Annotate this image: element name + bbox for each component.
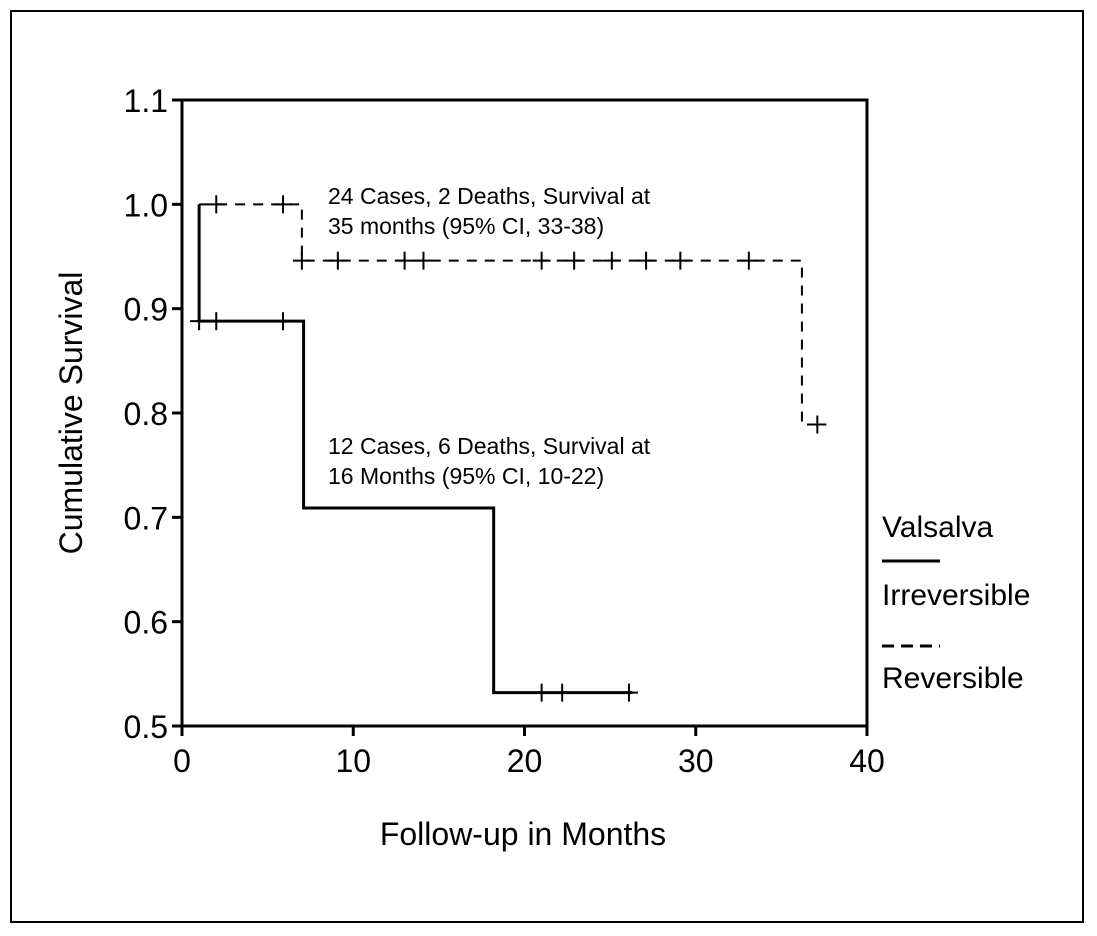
censor-mark-irreversible (619, 683, 638, 702)
y-tick-label: 0.6 (124, 605, 168, 641)
censor-mark-reversible (739, 251, 758, 270)
legend-label-irreversible: Irreversible (882, 579, 1030, 612)
x-tick-label: 0 (173, 743, 191, 779)
censor-mark-irreversible (207, 312, 226, 331)
legend-title: Valsalva (882, 511, 993, 544)
censor-mark-reversible (207, 195, 226, 214)
censor-mark-irreversible (553, 683, 572, 702)
censor-mark-irreversible (532, 683, 551, 702)
annotation-reversible-line2: 35 months (95% CI, 33-38) (328, 213, 604, 239)
legend-label-reversible: Reversible (882, 662, 1024, 695)
legend: Valsalva Irreversible Reversible (882, 511, 1030, 695)
censor-mark-reversible (671, 251, 690, 270)
annotation-reversible-line1: 24 Cases, 2 Deaths, Survival at (328, 183, 651, 209)
x-tick-label: 30 (678, 743, 714, 779)
x-tick-label: 20 (507, 743, 543, 779)
x-tick-label: 40 (849, 743, 885, 779)
y-tick-label: 0.8 (124, 396, 168, 432)
y-tick-label: 0.9 (124, 292, 168, 328)
annotation-irreversible-line1: 12 Cases, 6 Deaths, Survival at (328, 433, 651, 459)
censor-mark-irreversible (190, 312, 209, 331)
annotation-irreversible-line2: 16 Months (95% CI, 10-22) (328, 463, 604, 489)
censor-mark-reversible (808, 415, 827, 434)
censor-mark-reversible (602, 251, 621, 270)
figure-border (10, 10, 1084, 923)
x-tick-label: 10 (335, 743, 371, 779)
y-tick-label: 1.1 (124, 83, 168, 119)
censor-mark-reversible (532, 251, 551, 270)
censor-mark-reversible (414, 251, 433, 270)
censor-mark-reversible (328, 251, 347, 270)
censor-mark-reversible (565, 251, 584, 270)
y-tick-label: 0.5 (124, 709, 168, 745)
censor-mark-reversible (292, 251, 311, 270)
censor-mark-irreversible (274, 312, 293, 331)
y-axis-label: Cumulative Survival (53, 272, 89, 555)
x-axis-label: Follow-up in Months (380, 816, 666, 852)
censor-mark-reversible (395, 251, 414, 270)
censor-mark-reversible (274, 195, 293, 214)
censor-mark-reversible (637, 251, 656, 270)
y-tick-label: 0.7 (124, 500, 168, 536)
y-tick-label: 1.0 (124, 187, 168, 223)
